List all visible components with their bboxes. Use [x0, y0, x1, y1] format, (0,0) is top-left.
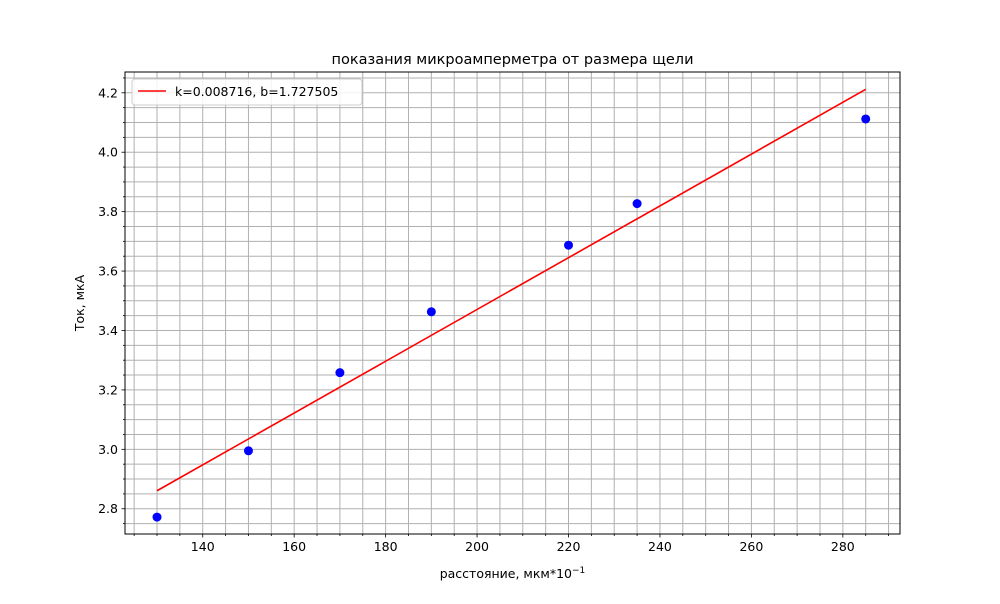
y-tick-label: 3.4 [98, 323, 118, 338]
x-tick-label: 140 [191, 539, 215, 554]
data-point [632, 199, 642, 209]
x-axis-label-exponent: −1 [572, 566, 585, 576]
x-tick-label: 220 [557, 539, 581, 554]
y-tick-label: 4.2 [98, 85, 118, 100]
grid [125, 72, 900, 534]
legend: k=0.008716, b=1.727505 [131, 78, 363, 106]
data-point [861, 114, 871, 124]
x-tick-label: 180 [374, 539, 398, 554]
data-point [152, 512, 162, 522]
y-tick-label: 3.2 [98, 382, 118, 397]
x-tick-label: 240 [648, 539, 672, 554]
y-tick-label: 4.0 [98, 145, 118, 160]
y-tick-label: 3.0 [98, 442, 118, 457]
x-tick-label: 160 [282, 539, 306, 554]
x-tick-label: 200 [465, 539, 489, 554]
y-tick-label: 3.8 [98, 204, 118, 219]
fit-line [156, 88, 867, 492]
data-point [243, 446, 253, 456]
ticks: 140 160 180 200 220 240 260 280 2.8 3.0 3.2 3.4 3.6 3… [98, 77, 889, 554]
data-layer [152, 88, 871, 522]
x-tick-label: 260 [739, 539, 763, 554]
chart-title: показания микроамперметра от размера щел… [331, 52, 693, 68]
plot-frame [124, 71, 901, 535]
y-tick-label: 3.6 [98, 264, 118, 279]
x-axis-label: расстояние, мкм*10−1 [440, 566, 586, 581]
x-tick-label: 280 [831, 539, 855, 554]
data-point [426, 307, 436, 317]
legend-entry-fit-line: k=0.008716, b=1.727505 [175, 84, 338, 99]
legend-box [131, 78, 363, 106]
x-axis-label-text: расстояние, мкм*10 [440, 566, 572, 581]
data-point [564, 240, 574, 250]
y-tick-label: 2.8 [98, 501, 118, 516]
y-axis-label: Ток, мкА [72, 274, 87, 332]
data-point [335, 368, 345, 378]
